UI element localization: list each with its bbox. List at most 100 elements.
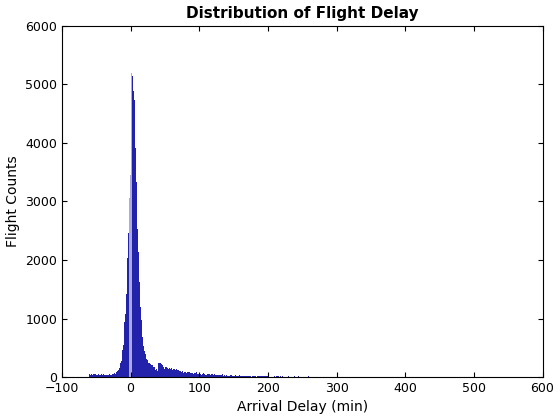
Bar [160, 363, 161, 377]
Bar [236, 375, 237, 377]
Bar [276, 376, 277, 377]
Bar [186, 373, 187, 377]
Bar [222, 375, 223, 377]
Bar [229, 376, 230, 377]
Bar [198, 374, 199, 377]
Bar [153, 367, 154, 377]
Bar [274, 376, 275, 377]
Bar [115, 372, 116, 377]
X-axis label: Arrival Delay (min): Arrival Delay (min) [237, 400, 368, 415]
Bar [187, 372, 188, 377]
Bar [174, 369, 175, 377]
Bar [266, 376, 267, 377]
Bar [128, 234, 129, 377]
Bar [179, 371, 180, 377]
Y-axis label: Flight Counts: Flight Counts [6, 156, 20, 247]
Bar [96, 375, 97, 377]
Bar [195, 373, 196, 377]
Bar [225, 376, 226, 377]
Bar [270, 376, 272, 377]
Bar [104, 375, 105, 377]
Bar [135, 126, 136, 377]
Bar [102, 375, 103, 377]
Bar [113, 374, 114, 377]
Bar [151, 365, 152, 377]
Bar [197, 374, 198, 377]
Bar [200, 375, 202, 377]
Bar [100, 375, 101, 377]
Bar [110, 375, 111, 377]
Bar [105, 375, 106, 377]
Bar [125, 315, 126, 377]
Bar [109, 374, 110, 377]
Bar [118, 370, 119, 377]
Bar [162, 365, 163, 377]
Bar [90, 375, 91, 377]
Bar [181, 372, 182, 377]
Bar [144, 351, 145, 377]
Bar [196, 372, 197, 377]
Bar [131, 73, 132, 377]
Bar [233, 376, 234, 377]
Bar [230, 375, 231, 377]
Bar [221, 375, 222, 377]
Bar [132, 76, 133, 377]
Bar [119, 368, 120, 377]
Bar [147, 360, 148, 377]
Bar [152, 368, 153, 377]
Bar [95, 374, 96, 377]
Bar [265, 376, 266, 377]
Bar [228, 375, 229, 377]
Bar [123, 345, 124, 377]
Bar [277, 376, 278, 377]
Bar [278, 376, 279, 377]
Bar [182, 370, 183, 377]
Bar [223, 375, 224, 377]
Bar [159, 363, 160, 377]
Bar [165, 367, 166, 377]
Bar [103, 374, 104, 377]
Bar [245, 376, 246, 377]
Bar [141, 320, 142, 377]
Bar [116, 372, 117, 377]
Bar [124, 322, 125, 377]
Bar [214, 374, 215, 377]
Bar [150, 364, 151, 377]
Bar [169, 368, 170, 377]
Bar [188, 372, 189, 377]
Bar [241, 376, 242, 377]
Bar [224, 375, 225, 377]
Bar [202, 374, 203, 377]
Bar [120, 363, 121, 377]
Bar [207, 374, 208, 377]
Bar [143, 346, 144, 377]
Bar [111, 375, 112, 377]
Bar [264, 376, 265, 377]
Bar [129, 198, 130, 377]
Bar [101, 374, 102, 377]
Bar [217, 375, 218, 377]
Bar [211, 375, 212, 377]
Bar [148, 363, 149, 377]
Bar [185, 373, 186, 377]
Bar [183, 372, 184, 377]
Bar [171, 368, 172, 377]
Bar [275, 376, 276, 377]
Bar [203, 373, 204, 377]
Bar [191, 373, 192, 377]
Bar [92, 375, 93, 377]
Bar [97, 375, 99, 377]
Bar [130, 73, 131, 377]
Bar [154, 368, 155, 377]
Bar [126, 294, 127, 377]
Bar [258, 376, 259, 377]
Bar [262, 376, 263, 377]
Bar [140, 307, 141, 377]
Bar [142, 337, 143, 377]
Bar [156, 370, 157, 377]
Bar [255, 376, 256, 377]
Bar [206, 375, 207, 377]
Bar [145, 354, 146, 377]
Bar [99, 375, 100, 377]
Bar [298, 376, 299, 377]
